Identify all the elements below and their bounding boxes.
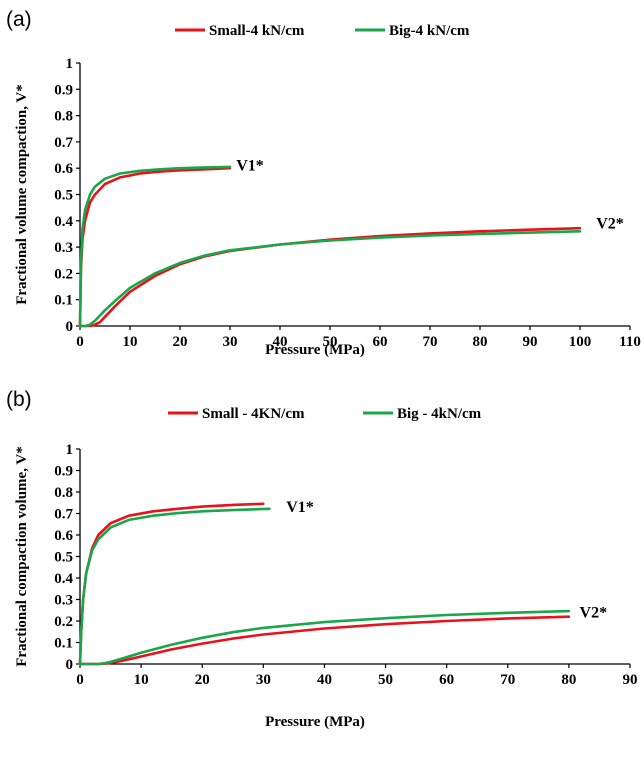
x-tick-label: 50 (323, 334, 338, 350)
x-tick-label: 100 (569, 334, 592, 350)
x-tick-label: 20 (173, 334, 188, 350)
y-tick-label: 0.5 (54, 550, 73, 566)
y-tick-label: 0.3 (54, 240, 73, 256)
y-tick-label: 0.2 (54, 614, 73, 630)
curve-annotation: V1* (236, 158, 264, 175)
x-tick-label: 30 (256, 672, 271, 688)
y-tick-label: 0.9 (54, 464, 73, 480)
chart-a-svg: 00.10.20.30.40.50.60.70.80.910 10 20 30 40 50… (14, 23, 641, 358)
x-tick-label: 60 (439, 672, 454, 688)
series-line-v1 (78, 502, 265, 666)
y-tick-label: 0.5 (54, 188, 73, 204)
series-line-v2 (78, 230, 582, 328)
x-tick-label: 90 (623, 672, 638, 688)
y-tick-label: 0.7 (54, 507, 73, 523)
y-tick-label: 0.8 (54, 109, 73, 125)
x-axis-title: Pressure (MPa) (265, 714, 365, 730)
x-tick-label: 40 (273, 334, 288, 350)
y-tick-label: 0.4 (54, 214, 73, 230)
y-tick-label: 0.3 (54, 593, 73, 609)
x-tick-label: 20 (195, 672, 210, 688)
panel-label: (a) (6, 8, 32, 31)
chart-panel-a: (a) 0 0.1 0.2 0.3 0.4 0.5 0.6 0.7 0.8 0.9 1 0 10 20 30… (0, 0, 644, 378)
legend-label: Small - 4KN/cm (202, 406, 305, 422)
y-tick-label: 0.7 (54, 135, 73, 151)
x-tick-label: 70 (423, 334, 438, 350)
y-tick-label: 0.9 (54, 82, 73, 98)
series-line-v1 (78, 165, 232, 328)
curve-annotation: V1* (286, 499, 314, 516)
y-tick-label: 0.2 (54, 266, 73, 282)
chart-panel-b: (b) 0 0.1 0.2 0.3 0.4 0.5 0.6 0.7 0.8 0.9 1 0 10 20 30… (0, 378, 644, 756)
x-tick-label: 80 (561, 672, 576, 688)
y-axis-title: Fractional compaction volume, V* (14, 446, 30, 667)
chart-b-svg: 00.10.20.30.40.50.60.70.80.910 10 20 30 40 50… (14, 406, 638, 730)
x-tick-label: 60 (373, 334, 388, 350)
x-tick-label: 30 (223, 334, 238, 350)
y-tick-label: 0 (66, 319, 74, 335)
y-tick-label: 0 (66, 657, 74, 673)
y-tick-label: 1 (66, 442, 74, 458)
y-tick-label: 0.8 (54, 485, 73, 501)
legend-label: Big - 4kN/cm (397, 406, 482, 422)
x-tick-label: 110 (619, 334, 641, 350)
x-axis-title: Pressure (MPa) (265, 342, 365, 358)
series-line-v2 (78, 615, 571, 666)
curve-annotation: V2* (596, 215, 624, 232)
curve-annotation: V2* (580, 604, 608, 621)
y-tick-label: 0.6 (54, 161, 73, 177)
legend-label: Big-4 kN/cm (389, 23, 470, 39)
panel-label: (b) (6, 388, 32, 411)
y-tick-label: 0.1 (54, 636, 73, 652)
y-axis-title: Fractional volume compaction, V* (14, 84, 30, 305)
series-line-v1 (78, 166, 232, 328)
legend-label: Small-4 kN/cm (209, 23, 305, 39)
x-tick-label: 10 (123, 334, 138, 350)
y-tick-label: 0.6 (54, 528, 73, 544)
x-tick-label: 70 (500, 672, 515, 688)
series-line-v2 (78, 609, 571, 666)
series-line-v1 (78, 507, 271, 666)
y-tick-label: 0.4 (54, 571, 73, 587)
x-tick-label: 0 (76, 334, 84, 350)
series-line-v2 (78, 226, 582, 328)
x-tick-label: 50 (378, 672, 393, 688)
y-tick-label: 0.1 (54, 293, 73, 309)
x-tick-label: 80 (473, 334, 488, 350)
x-tick-label: 90 (523, 334, 538, 350)
x-tick-label: 10 (134, 672, 149, 688)
x-tick-label: 0 (76, 672, 84, 688)
y-tick-label: 1 (66, 56, 74, 72)
x-tick-label: 40 (317, 672, 332, 688)
